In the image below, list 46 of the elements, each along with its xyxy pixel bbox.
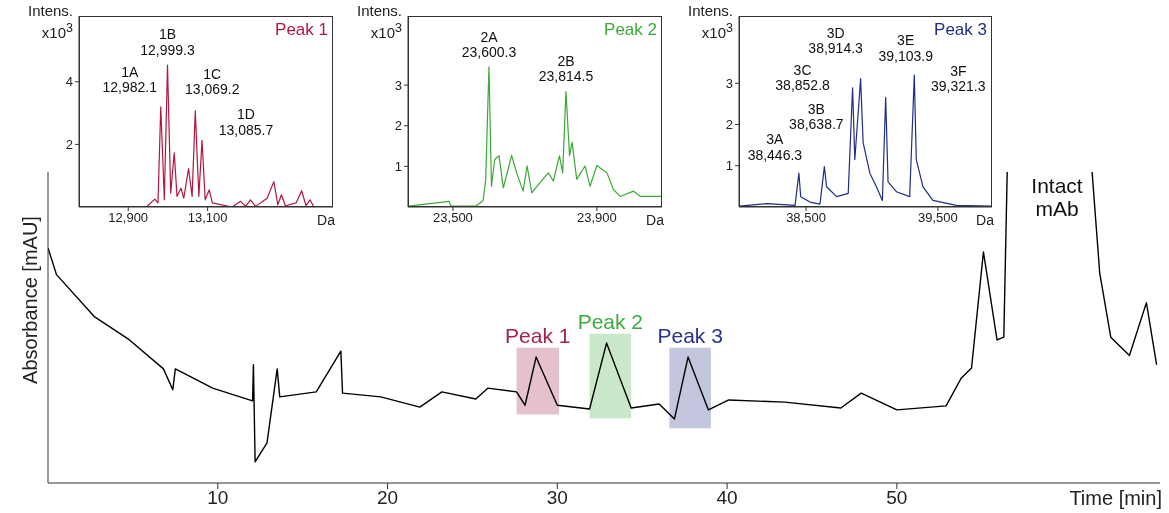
y-tick-label: 3 (725, 75, 733, 91)
annotation: 3B 38,638.7 (789, 100, 844, 133)
annotation: 1D 13,085.7 (218, 106, 274, 139)
y-tick-label: 2 (394, 118, 402, 134)
y-tick-label: 2 (65, 136, 73, 152)
x-tick-label: 23,500 (433, 210, 473, 226)
x-tick-label: 10 (207, 487, 229, 509)
annotation: 1A 12,982.1 (102, 64, 157, 96)
annotation: 3F 39,321.3 (931, 63, 986, 95)
y-tick-label: 1 (394, 158, 402, 174)
x-axis-title: Da (317, 212, 335, 228)
y-tick-label: 1 (725, 158, 733, 174)
annotation: 1C 13,069.2 (185, 66, 240, 98)
annotation: Intact mAb (1031, 174, 1083, 221)
band-label: Peak 1 (505, 323, 571, 347)
y-tick-label: 2 (725, 117, 733, 133)
annotation: 1B 12,999.3 (140, 26, 195, 59)
chart-title: Peak 1 (275, 20, 328, 40)
chart-title: Peak 2 (604, 20, 657, 40)
x-axis-title: Time [min] (1069, 487, 1162, 510)
band-label: Peak 3 (657, 323, 723, 347)
x-tick-label: 50 (886, 487, 908, 509)
x-tick-label: 30 (546, 487, 568, 509)
y-axis-title: Intens. x10$^{3}$ (355, 2, 402, 43)
annotation: 3E 39,103.9 (878, 32, 933, 65)
x-tick-label: 39,500 (918, 210, 958, 226)
y-tick-label: 4 (65, 74, 73, 90)
annotation: 3C 38,852.8 (775, 61, 830, 94)
x-tick-label: 40 (716, 487, 738, 509)
annotation: 3A 38,446.3 (747, 131, 803, 164)
annotation: 2B 23,814.5 (538, 52, 594, 85)
band-label: Peak 2 (577, 309, 644, 333)
y-axis-title: Intens. x10$^{3}$ (26, 2, 73, 43)
chart-title: Peak 3 (934, 20, 987, 40)
x-axis-title: Da (646, 212, 664, 228)
y-axis-title: Intens. x10$^{3}$ (686, 2, 733, 43)
y-axis-title: Absorbance [mAU] (18, 216, 42, 384)
x-axis-title: Da (976, 212, 994, 228)
annotation: 2A 23,600.3 (461, 29, 517, 61)
x-tick-label: 12,900 (108, 210, 149, 226)
x-tick-label: 20 (376, 487, 399, 509)
x-tick-label: 38,500 (786, 210, 826, 226)
x-tick-label: 13,100 (187, 210, 228, 226)
x-tick-label: 23,900 (577, 210, 617, 226)
annotation: 3D 38,914.3 (808, 24, 863, 57)
y-tick-label: 3 (394, 77, 402, 93)
